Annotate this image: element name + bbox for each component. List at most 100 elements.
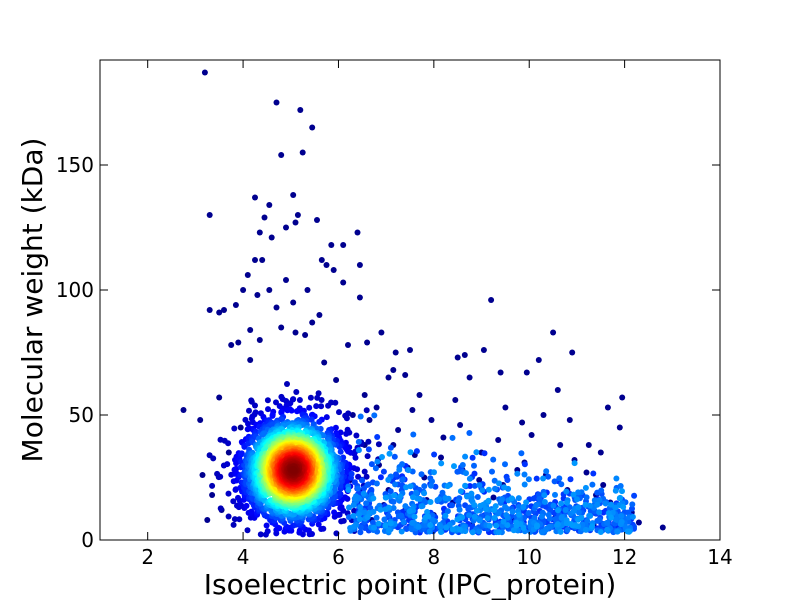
data-point [201,69,208,76]
density-point [504,522,511,529]
density-point [392,481,399,488]
density-point [313,403,320,410]
density-point [421,483,428,490]
data-point [616,424,623,431]
density-point [564,526,571,533]
data-point [283,277,289,283]
density-point [436,496,443,503]
density-point [613,475,620,482]
density-point [371,524,377,531]
density-point [444,483,451,490]
data-point [333,377,340,383]
density-point [245,420,251,427]
density-point [598,487,605,494]
density-point [504,477,511,483]
density-point [368,461,375,468]
data-point [440,434,447,441]
data-point [316,312,323,318]
data-point [461,352,468,358]
density-point [546,523,553,530]
density-point [265,406,271,413]
density-point [350,512,357,519]
density-point [629,513,636,520]
density-point [471,513,478,520]
density-point [355,447,362,454]
density-point [331,509,338,516]
density-point [364,514,371,521]
density-point [361,509,368,516]
density-point [385,512,392,519]
data-point [390,367,397,373]
density-point [231,516,238,523]
density-point [357,529,364,536]
density-point [596,497,603,504]
density-point [243,502,250,509]
density-point [373,480,380,487]
data-point [197,417,204,423]
density-point [582,501,589,508]
density-point [399,476,406,483]
density-point [315,521,322,528]
density-point [333,530,340,537]
data-point [273,99,280,106]
data-point [318,257,325,263]
density-point [604,520,611,526]
density-point [261,430,268,437]
density-point [468,490,475,497]
density-point [413,489,419,496]
density-point [464,493,470,500]
density-point [375,441,382,448]
density-point [403,484,410,491]
data-point [409,407,416,413]
density-point [357,413,364,420]
density-point [476,528,482,535]
density-point [293,389,300,395]
data-point [297,107,304,113]
density-point [337,503,344,510]
data-point [340,279,347,286]
data-point [330,267,337,273]
data-point [237,424,244,431]
x-tick-label: 2 [141,545,154,569]
density-point [363,500,370,507]
data-point [204,517,211,523]
data-point [209,492,216,498]
data-point [290,299,297,306]
density-point [244,527,251,534]
density-point [345,487,352,493]
density-point [370,495,377,502]
density-point [257,531,264,538]
density-point [612,487,619,494]
data-point [259,257,266,263]
density-point [462,453,469,460]
density-point [564,499,570,506]
data-point [247,357,254,363]
density-point [385,504,392,511]
data-point [554,387,561,393]
density-point [386,527,392,534]
density-point [575,489,582,496]
density-point [618,513,625,519]
density-point [587,512,594,519]
data-point [228,342,235,348]
density-point [381,516,388,523]
density-point [337,448,344,455]
density-point [230,498,237,505]
density-point [355,473,362,480]
density-point [571,460,578,467]
density-point [483,506,489,513]
density-point [619,488,625,495]
density-point [521,461,528,468]
density-point [570,508,577,515]
data-point [278,324,285,331]
density-point [456,526,463,533]
density-point [557,528,564,535]
density-point [485,486,492,493]
data-point [290,192,297,198]
data-point [466,374,473,381]
density-point [359,477,366,484]
density-point [306,404,313,411]
density-point [496,480,502,487]
density-point [230,521,237,528]
density-point [476,482,483,489]
